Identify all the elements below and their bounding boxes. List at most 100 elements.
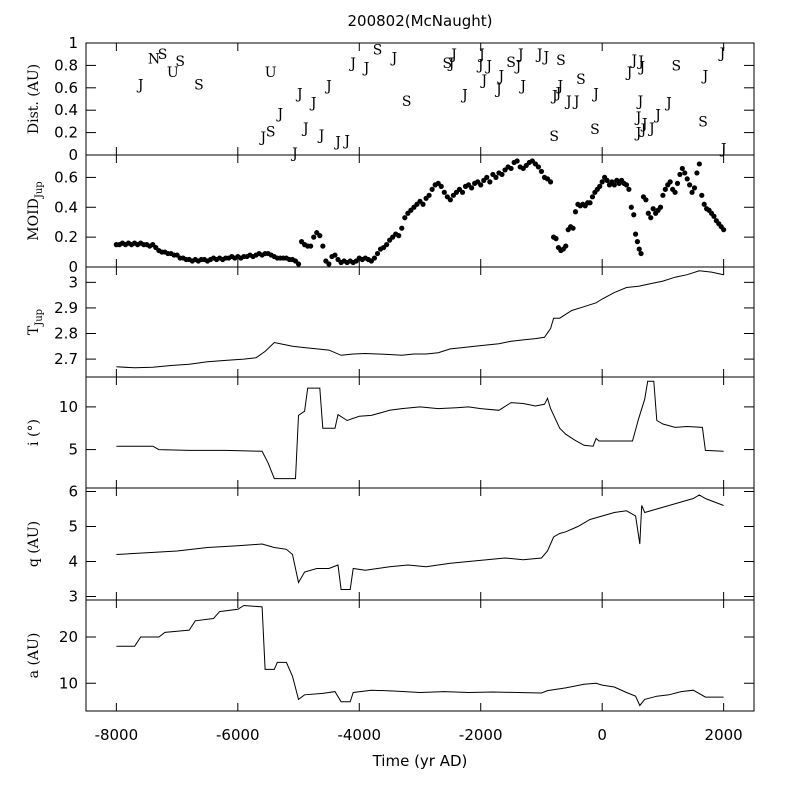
encounter-letter: J xyxy=(295,86,303,102)
ytick-label-tjup: 3 xyxy=(68,273,78,291)
moid-point xyxy=(399,225,405,231)
moid-point xyxy=(589,194,596,200)
encounter-letter: S xyxy=(158,47,168,63)
encounter-letter: J xyxy=(535,47,543,63)
ytick-label-dist: 1 xyxy=(68,34,78,52)
encounter-letter: J xyxy=(564,94,572,110)
moid-point xyxy=(687,182,693,188)
encounter-letter: S xyxy=(373,43,383,59)
encounter-letter: J xyxy=(664,95,672,111)
moid-point xyxy=(438,183,444,189)
ytick-label-dist: 0 xyxy=(68,146,78,164)
encounter-letter: S xyxy=(175,54,185,70)
moid-point xyxy=(650,206,656,212)
moid-point xyxy=(643,197,649,203)
encounter-letter: J xyxy=(636,94,644,110)
moid-point xyxy=(636,246,642,252)
y-axis-label-tjup: TJup xyxy=(26,309,45,335)
encounter-letter: J xyxy=(639,122,647,138)
encounter-letter: J xyxy=(640,117,648,133)
encounter-letter: J xyxy=(497,68,505,84)
encounter-letter: J xyxy=(484,58,492,74)
moid-point xyxy=(447,197,453,203)
moid-point xyxy=(660,192,666,198)
moid-point xyxy=(469,185,475,191)
moid-point xyxy=(402,215,408,221)
ytick-label-moid: 0.2 xyxy=(54,228,78,246)
moid-point xyxy=(623,182,630,188)
moid-point xyxy=(384,242,390,248)
encounter-letter: J xyxy=(449,47,457,63)
moid-point xyxy=(662,186,668,192)
ytick-label-incl: 5 xyxy=(68,441,78,459)
y-axis-label-subscript-moid: Jup xyxy=(34,181,45,199)
moid-point xyxy=(657,204,664,210)
xtick-label: -8000 xyxy=(95,726,139,744)
panel-frame-dist xyxy=(85,42,755,156)
moid-point xyxy=(295,261,302,267)
moid-point xyxy=(538,168,545,175)
moid-point xyxy=(638,250,644,257)
encounter-letter: U xyxy=(265,65,277,81)
moid-point xyxy=(514,158,520,164)
encounter-letter: S xyxy=(556,53,566,69)
encounter-letter: S xyxy=(549,129,559,145)
moid-point xyxy=(420,201,426,207)
encounter-letter: S xyxy=(402,94,412,110)
moid-point xyxy=(535,164,542,170)
moid-point xyxy=(553,236,559,242)
xtick-label: -6000 xyxy=(216,726,260,744)
encounter-letter: J xyxy=(591,86,599,102)
moid-point xyxy=(679,165,685,172)
encounter-letter: J xyxy=(333,135,341,151)
moid-point xyxy=(604,177,610,183)
moid-point xyxy=(628,204,634,210)
moid-point xyxy=(478,182,484,188)
moid-point xyxy=(711,213,717,219)
y-axis-label-q: q (AU) xyxy=(26,521,42,567)
moid-point xyxy=(694,170,700,176)
moid-point xyxy=(599,179,605,185)
ytick-label-dist: 0.8 xyxy=(54,56,78,74)
ytick-label-q: 3 xyxy=(68,588,78,606)
encounter-letter: J xyxy=(718,46,726,62)
moid-point xyxy=(396,233,402,239)
series-line-q xyxy=(116,494,724,590)
moid-point xyxy=(426,192,432,198)
moid-point xyxy=(374,250,381,257)
ytick-label-incl: 10 xyxy=(59,398,78,416)
encounter-letter: J xyxy=(555,79,563,95)
ytick-label-moid: 0 xyxy=(68,258,78,276)
ytick-label-q: 5 xyxy=(68,518,78,536)
encounter-letter: S xyxy=(266,124,276,140)
moid-point xyxy=(689,189,695,195)
encounter-letter: J xyxy=(309,95,317,111)
encounter-letter: J xyxy=(625,65,633,81)
ytick-label-q: 6 xyxy=(68,483,78,501)
moid-point xyxy=(429,186,435,192)
y-axis-label-dist: Dist. (AU) xyxy=(26,64,42,134)
ytick-label-moid: 0.6 xyxy=(54,168,78,186)
encounter-letter: J xyxy=(259,130,267,146)
series-line-a xyxy=(116,604,724,707)
encounter-letter: J xyxy=(390,51,398,67)
moid-point xyxy=(696,161,702,167)
encounter-letter: J xyxy=(518,79,526,95)
moid-point xyxy=(701,201,707,207)
encounter-letter: J xyxy=(542,49,550,65)
moid-point xyxy=(317,233,323,239)
panel-frame-incl xyxy=(85,376,755,489)
encounter-letter: J xyxy=(136,77,144,93)
encounter-letter: S xyxy=(506,55,516,71)
moid-point xyxy=(320,243,326,249)
encounter-letter: J xyxy=(572,94,580,110)
encounter-letter: J xyxy=(494,82,502,98)
moid-point xyxy=(674,180,681,186)
moid-point xyxy=(570,225,576,231)
ytick-label-dist: 0.6 xyxy=(54,79,78,97)
encounter-letter: S xyxy=(590,122,600,138)
moid-point xyxy=(508,165,514,172)
encounter-letter: J xyxy=(362,61,370,77)
ytick-label-a: 10 xyxy=(59,674,78,692)
